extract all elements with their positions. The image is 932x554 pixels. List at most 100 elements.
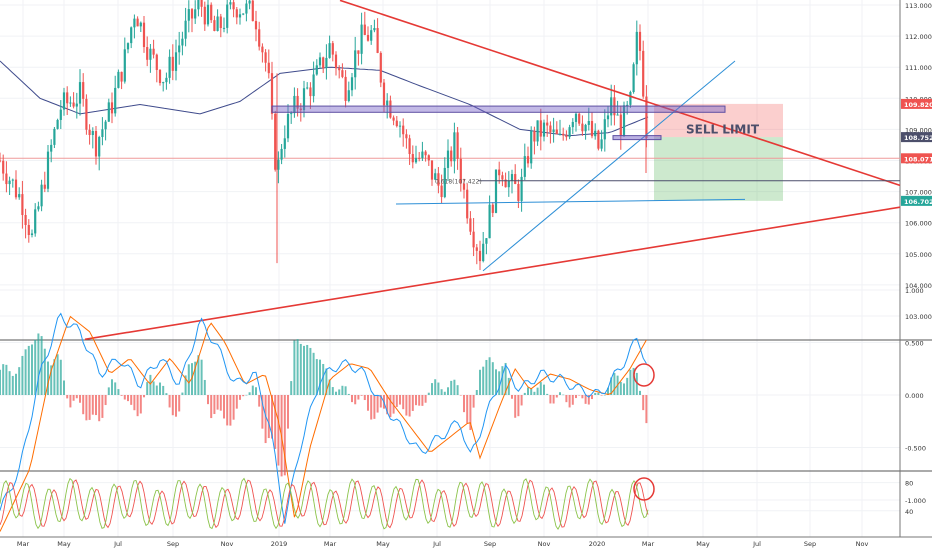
macd-histogram-bar — [63, 380, 65, 395]
macd-tick-label: -1.000 — [905, 497, 926, 505]
candle-body — [424, 151, 427, 156]
candle-body — [488, 204, 491, 239]
macd-histogram-bar — [69, 395, 72, 408]
candle-body — [206, 4, 210, 25]
macd-histogram-bar — [498, 371, 501, 395]
macd-histogram-bar — [239, 395, 241, 400]
macd-histogram-bar — [264, 395, 267, 444]
macd-tick-label: 0.500 — [905, 340, 924, 348]
macd-histogram-bar — [283, 395, 286, 476]
macd-tick-label: 1.000 — [905, 287, 924, 295]
macd-histogram-bar — [546, 393, 549, 395]
candle-body — [629, 92, 632, 105]
candle-body — [491, 204, 494, 213]
candle-body — [274, 113, 277, 170]
macd-histogram-bar — [232, 395, 235, 420]
macd-histogram-bar — [568, 395, 571, 408]
candle-body — [306, 87, 309, 89]
macd-histogram-bar — [607, 387, 609, 395]
price-tick-label: 111.000 — [905, 64, 932, 72]
candle-body — [565, 135, 568, 138]
macd-histogram-bar — [168, 395, 171, 408]
price-tick-label: 104.000 — [905, 282, 932, 290]
candle-body — [440, 185, 443, 198]
macd-histogram-bar — [104, 395, 107, 406]
candle-body — [398, 125, 402, 127]
candle-body — [530, 131, 533, 164]
macd-histogram-bar — [520, 395, 523, 406]
grid — [0, 0, 932, 538]
candle-body — [408, 138, 411, 155]
candle-body — [66, 92, 69, 104]
macd-histogram-bar — [322, 363, 325, 395]
macd-histogram-bar — [312, 352, 315, 395]
candle-body — [62, 92, 66, 110]
macd-histogram-bar — [472, 395, 475, 408]
candle-body — [366, 34, 370, 41]
time-tick-label: Nov — [856, 540, 869, 548]
price-tick-label: 107.000 — [905, 189, 932, 197]
macd-histogram-bar — [66, 395, 69, 399]
price-badge-label: 109.820 — [904, 101, 932, 109]
candle-body — [315, 65, 318, 75]
macd-histogram-bar — [488, 357, 491, 395]
macd-histogram-bar — [479, 369, 481, 395]
macd-histogram-bar — [379, 395, 382, 408]
macd-histogram-bar — [223, 395, 225, 419]
candle-body — [616, 114, 619, 116]
macd-histogram-bar — [27, 345, 30, 395]
macd-histogram-bar — [101, 395, 104, 418]
macd-histogram-bar — [226, 395, 229, 426]
candle-body — [594, 130, 597, 137]
position-boxes — [0, 103, 900, 201]
candle-body — [546, 122, 549, 126]
blue-horizontal-line — [395, 198, 746, 205]
candle-body — [117, 71, 120, 88]
macd-histogram-bar — [130, 395, 133, 405]
candle-body — [347, 90, 350, 101]
candle-body — [280, 148, 283, 160]
macd-histogram-bar — [402, 395, 405, 410]
candle-body — [174, 52, 178, 71]
candle-body — [242, 13, 245, 15]
candle-body — [261, 46, 264, 53]
price-badge — [901, 132, 932, 143]
candle-body — [478, 250, 482, 262]
macd-histogram-bar — [319, 359, 321, 395]
macd-histogram-bar — [50, 365, 53, 395]
candle-body — [510, 174, 514, 181]
macd-histogram-bar — [187, 364, 190, 395]
time-tick-label: Sep — [484, 540, 496, 548]
macd-histogram-bar — [443, 391, 446, 395]
candle-body — [514, 174, 517, 184]
macd-histogram-bar — [296, 339, 299, 395]
candle-body — [619, 114, 622, 137]
macd-histogram-bar — [632, 367, 635, 395]
candle-body — [459, 158, 462, 184]
macd-histogram-bar — [245, 394, 248, 396]
candle-body — [389, 100, 392, 118]
macd-histogram-bar — [197, 355, 200, 395]
candle-body — [75, 103, 78, 107]
macd-histogram-bar — [395, 395, 398, 407]
candle-body — [325, 57, 328, 69]
take-profit-zone — [654, 137, 783, 201]
candle-body — [379, 52, 382, 83]
macd-histogram-bar — [251, 385, 254, 395]
time-tick-label: Jul — [752, 540, 761, 548]
macd-histogram-bar — [79, 395, 81, 403]
macd-histogram-bar — [15, 373, 17, 395]
candle-body — [430, 160, 434, 180]
candle-body — [155, 54, 158, 70]
candle-body — [517, 183, 520, 201]
time-tick-label: Nov — [221, 540, 234, 548]
candle-body — [187, 9, 190, 21]
macd-histogram-bar — [415, 395, 417, 406]
macd-histogram-bar — [18, 367, 21, 395]
sell-limit-label: SELL LIMIT — [686, 122, 760, 136]
macd-histogram-bar — [399, 395, 401, 405]
macd-histogram-bar — [146, 382, 149, 395]
macd-histogram-bar — [203, 379, 206, 395]
macd-histogram-bar — [213, 395, 216, 415]
